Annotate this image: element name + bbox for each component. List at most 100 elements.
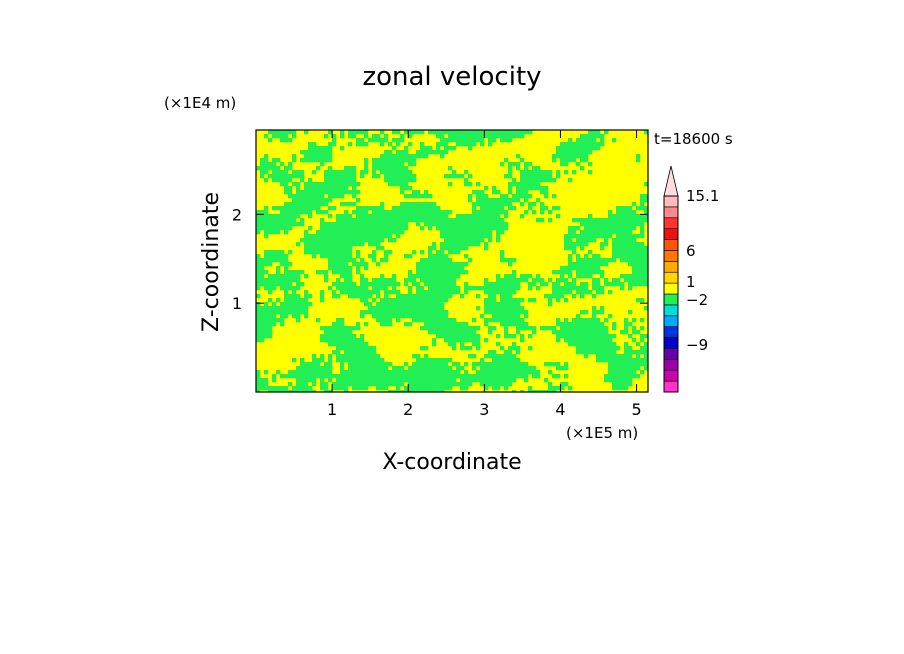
- heatmap-cell: [512, 322, 517, 327]
- heatmap-cell: [516, 326, 521, 331]
- heatmap-cell: [476, 338, 481, 343]
- heatmap-cell: [272, 206, 277, 211]
- heatmap-cell: [312, 202, 317, 207]
- heatmap-cell: [328, 342, 333, 347]
- heatmap-cell: [412, 190, 417, 195]
- heatmap-cell: [340, 334, 345, 339]
- heatmap-cell: [428, 150, 433, 155]
- heatmap-cell: [632, 246, 637, 251]
- heatmap-cell: [436, 266, 441, 271]
- heatmap-cell: [284, 178, 289, 183]
- heatmap-cell: [432, 310, 437, 315]
- heatmap-cell: [356, 198, 361, 203]
- heatmap-cell: [384, 382, 389, 387]
- heatmap-cell: [368, 222, 373, 227]
- heatmap-cell: [504, 386, 509, 391]
- heatmap-cell: [416, 206, 421, 211]
- heatmap-cell: [512, 306, 517, 311]
- heatmap-cell: [620, 254, 625, 259]
- heatmap-cell: [584, 158, 589, 163]
- heatmap-cell: [432, 222, 437, 227]
- heatmap-cell: [296, 306, 301, 311]
- heatmap-cell: [424, 218, 429, 223]
- heatmap-cell: [264, 310, 269, 315]
- heatmap-cell: [596, 262, 601, 267]
- heatmap-cell: [348, 130, 353, 135]
- heatmap-cell: [612, 382, 617, 387]
- heatmap-cell: [552, 362, 557, 367]
- heatmap-cell: [588, 342, 593, 347]
- colorbar-band: [663, 217, 679, 229]
- heatmap-cell: [276, 166, 281, 171]
- heatmap-cell: [320, 186, 325, 191]
- heatmap-cell: [428, 290, 433, 295]
- heatmap-cell: [316, 158, 321, 163]
- heatmap-cell: [456, 238, 461, 243]
- heatmap-cell: [384, 214, 389, 219]
- heatmap-cell: [592, 326, 597, 331]
- heatmap-cell: [444, 242, 449, 247]
- heatmap-cell: [516, 286, 521, 291]
- heatmap-cell: [284, 218, 289, 223]
- heatmap-cell: [360, 262, 365, 267]
- heatmap-cell: [320, 326, 325, 331]
- heatmap-cell: [576, 162, 581, 167]
- heatmap-cell: [280, 138, 285, 143]
- heatmap-cell: [300, 362, 305, 367]
- heatmap-cell: [440, 266, 445, 271]
- heatmap-cell: [456, 130, 461, 135]
- heatmap-cell: [300, 218, 305, 223]
- heatmap-cell: [568, 258, 573, 263]
- heatmap-cell: [612, 326, 617, 331]
- heatmap-cell: [556, 362, 561, 367]
- heatmap-cell: [384, 294, 389, 299]
- heatmap-cell: [580, 342, 585, 347]
- heatmap-cell: [308, 158, 313, 163]
- heatmap-cell: [564, 330, 569, 335]
- heatmap-cell: [420, 210, 425, 215]
- heatmap-cell: [608, 214, 613, 219]
- heatmap-cell: [388, 374, 393, 379]
- heatmap-cell: [380, 366, 385, 371]
- heatmap-cell: [336, 322, 341, 327]
- heatmap-cell: [432, 206, 437, 211]
- heatmap-cell: [576, 338, 581, 343]
- heatmap-cell: [464, 134, 469, 139]
- heatmap-cell: [264, 218, 269, 223]
- heatmap-cell: [580, 322, 585, 327]
- heatmap-cell: [428, 286, 433, 291]
- heatmap-cell: [436, 306, 441, 311]
- heatmap-cell: [304, 298, 309, 303]
- heatmap-cell: [356, 378, 361, 383]
- heatmap-cell: [572, 230, 577, 235]
- colorbar-band: [663, 380, 679, 393]
- heatmap-cell: [388, 362, 393, 367]
- heatmap-cell: [344, 374, 349, 379]
- heatmap-cell: [412, 306, 417, 311]
- heatmap-cell: [592, 330, 597, 335]
- heatmap-cell: [324, 370, 329, 375]
- heatmap-cell: [304, 210, 309, 215]
- heatmap-cell: [372, 346, 377, 351]
- heatmap-cell: [424, 366, 429, 371]
- heatmap-cell: [460, 374, 465, 379]
- heatmap-cell: [404, 386, 409, 391]
- heatmap-cell: [544, 194, 549, 199]
- heatmap-cell: [264, 170, 269, 175]
- heatmap-cell: [352, 218, 357, 223]
- heatmap-cell: [372, 226, 377, 231]
- heatmap-cell: [440, 234, 445, 239]
- heatmap-cell: [356, 230, 361, 235]
- heatmap-cell: [300, 358, 305, 363]
- heatmap-cell: [412, 206, 417, 211]
- heatmap-cell: [332, 266, 337, 271]
- heatmap-cell: [352, 190, 357, 195]
- heatmap-cell: [424, 326, 429, 331]
- heatmap-cell: [388, 170, 393, 175]
- heatmap-cell: [636, 206, 641, 211]
- heatmap-cell: [452, 230, 457, 235]
- heatmap-cell: [564, 298, 569, 303]
- heatmap-cell: [288, 218, 293, 223]
- heatmap-cell: [416, 262, 421, 267]
- heatmap-cell: [324, 270, 329, 275]
